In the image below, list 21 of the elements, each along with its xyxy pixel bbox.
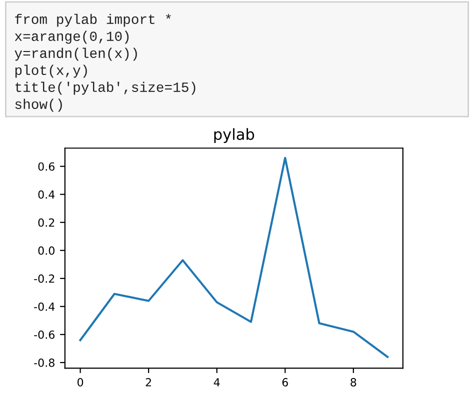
- text: show(): [15, 98, 62, 112]
- text: plot(x,y): [15, 64, 87, 78]
- y-tick-label: -0.4: [34, 302, 55, 311]
- text: from pylab import *: [15, 14, 171, 27]
- x-tick-label: 8: [350, 378, 356, 386]
- x-tick-label: 4: [214, 378, 220, 386]
- y-tick-label: -0.8: [34, 358, 54, 367]
- x-tick-label: 6: [282, 378, 288, 386]
- text: x=arange(0,10): [14, 30, 129, 44]
- y-tick-label: 0.4: [38, 190, 55, 199]
- y-tick-label: 0.0: [38, 246, 54, 255]
- y-tick-label: 0.2: [38, 218, 54, 227]
- text: y=randn(len(x)): [14, 48, 137, 61]
- x-tick-label: 0: [78, 378, 84, 386]
- line-series: [79, 156, 389, 358]
- y-tick-label: 0.6: [38, 162, 55, 171]
- text: title('pylab',size=15): [16, 82, 196, 95]
- y-tick-label: -0.6: [34, 330, 55, 339]
- chart-title: pylab: [214, 128, 254, 143]
- y-tick-label: -0.2: [34, 274, 54, 283]
- x-tick-label: 2: [146, 378, 151, 386]
